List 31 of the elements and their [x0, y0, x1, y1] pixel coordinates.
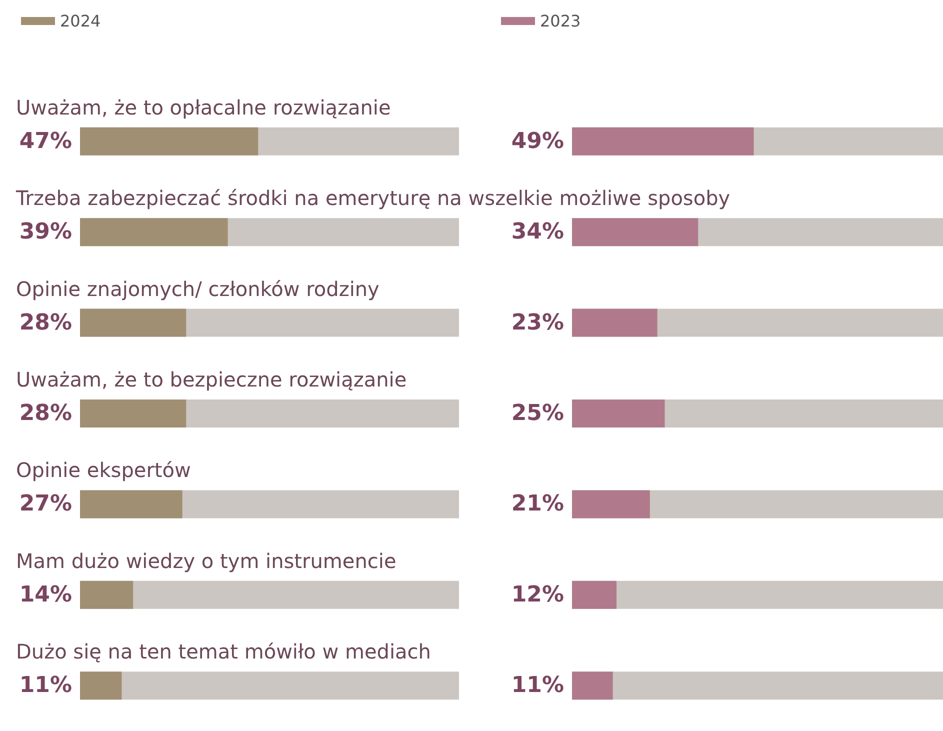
data-label: 14% — [19, 582, 72, 608]
bar — [572, 672, 613, 700]
data-label: 39% — [19, 220, 72, 245]
y-tick-label: Uważam, że to bezpieczne rozwiązanie — [16, 368, 407, 392]
legend-label: 2023 — [540, 12, 581, 30]
bar — [572, 580, 617, 609]
data-label: 12% — [511, 582, 564, 608]
data-label: 47% — [19, 128, 72, 154]
data-label: 27% — [19, 492, 72, 517]
data-label: 11% — [511, 673, 564, 698]
bar — [80, 490, 182, 518]
data-label: 49% — [511, 128, 564, 154]
y-tick-label: Trzeba zabezpieczać środki na emeryturę na wszelkie możliwe sposoby — [15, 186, 730, 210]
y-tick-label: Opinie znajomych/ członków rodziny — [16, 276, 380, 301]
bar — [80, 308, 186, 337]
data-label: 11% — [19, 673, 72, 698]
data-label: 21% — [511, 492, 564, 517]
data-label: 34% — [511, 220, 564, 245]
y-tick-label: Mam dużo wiedzy o tym instrumencie — [16, 548, 396, 573]
y-tick-label: Uważam, że to opłacalne rozwiązanie — [16, 95, 391, 120]
bar — [572, 308, 658, 337]
bar — [572, 490, 650, 518]
bar — [80, 580, 134, 609]
data-label: 28% — [19, 310, 72, 336]
data-label: 28% — [19, 401, 72, 426]
y-tick-label: Dużo się na ten temat mówiło w mediach — [16, 640, 431, 664]
legend-label: 2024 — [60, 12, 101, 30]
y-tick-label: Opinie ekspertów — [16, 458, 191, 482]
bar — [80, 672, 122, 700]
data-label: 25% — [511, 401, 564, 426]
data-label: 23% — [511, 310, 564, 336]
